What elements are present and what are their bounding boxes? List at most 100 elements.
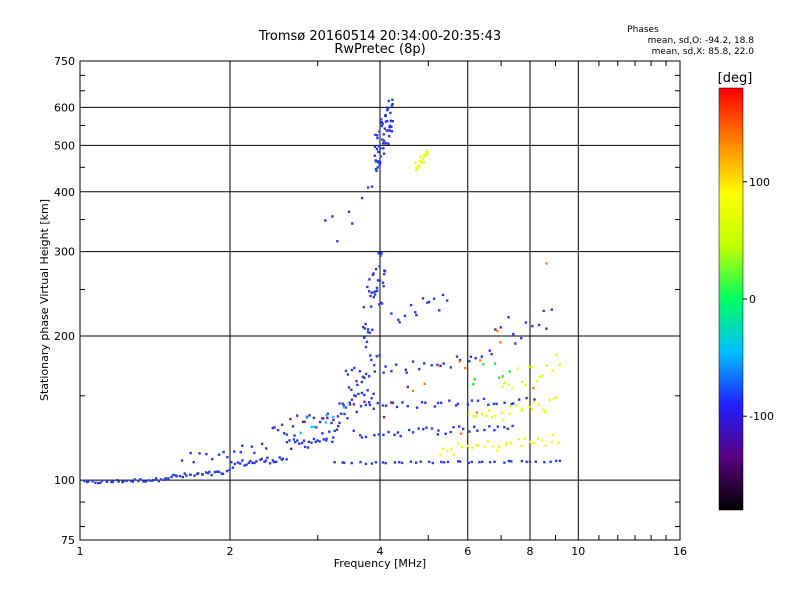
data-point (210, 473, 213, 477)
data-point (330, 421, 333, 425)
data-point (376, 134, 379, 137)
y-tick-label: 75 (61, 534, 75, 547)
data-point (378, 163, 381, 166)
data-point (241, 444, 244, 447)
data-point (390, 369, 393, 373)
data-point (510, 460, 513, 463)
data-point (458, 359, 462, 362)
data-point (305, 416, 309, 420)
data-point (442, 362, 446, 365)
data-point (543, 460, 546, 464)
data-point (387, 129, 391, 132)
data-point (373, 290, 376, 294)
data-point (430, 364, 433, 367)
data-point (418, 367, 421, 371)
data-point (466, 403, 470, 406)
data-point (85, 480, 89, 484)
data-point (524, 383, 527, 387)
data-point (289, 447, 293, 451)
data-point (525, 460, 528, 464)
data-point (486, 440, 490, 443)
data-point (370, 397, 373, 400)
x-tick-label: 1 (77, 545, 84, 558)
data-point (380, 121, 383, 124)
data-point (343, 405, 346, 409)
data-point (83, 479, 86, 483)
data-point (266, 456, 269, 459)
data-point (530, 407, 534, 411)
data-point (381, 142, 385, 145)
data-point (458, 460, 462, 463)
data-point (296, 414, 299, 417)
data-point (426, 301, 429, 304)
data-point (438, 309, 441, 312)
data-point (537, 403, 541, 406)
data-point (388, 124, 392, 127)
data-point (353, 394, 356, 397)
data-point (495, 329, 499, 333)
data-point (253, 461, 256, 465)
data-point (501, 375, 504, 378)
data-point (532, 386, 535, 390)
data-point (358, 370, 362, 373)
data-point (157, 480, 161, 483)
data-point (505, 441, 509, 445)
data-point (292, 438, 296, 441)
data-point (386, 107, 390, 110)
data-point (100, 479, 104, 483)
data-point (233, 450, 236, 453)
data-point (364, 372, 368, 376)
data-point (448, 399, 451, 402)
data-point (501, 385, 504, 388)
data-point (170, 475, 173, 479)
data-point (554, 459, 558, 463)
data-point (481, 412, 484, 416)
data-point (520, 409, 523, 412)
data-point (503, 461, 506, 464)
data-point (391, 98, 394, 102)
data-point (533, 398, 536, 401)
data-point (395, 363, 398, 366)
data-point (265, 447, 268, 450)
data-point (226, 455, 229, 459)
data-point (495, 402, 498, 406)
info-line-o: mean, sd,O: -94.2, 18.8 (648, 36, 755, 46)
data-point (318, 420, 322, 424)
data-point (364, 345, 368, 349)
data-point (424, 153, 427, 156)
data-point (367, 290, 371, 293)
data-point (189, 451, 192, 455)
data-point (368, 278, 371, 281)
data-point (376, 279, 380, 282)
data-point (470, 460, 474, 464)
data-point (288, 439, 291, 442)
y-tick-label: 300 (54, 246, 75, 259)
data-point (241, 459, 244, 462)
data-point (401, 401, 404, 404)
chart-subtitle: RwPretec (8p) (334, 42, 425, 57)
data-point (384, 114, 387, 118)
data-point (372, 272, 375, 275)
data-point (540, 439, 544, 442)
data-point (377, 161, 380, 164)
data-point (452, 453, 455, 456)
data-point (332, 436, 335, 439)
data-point (359, 460, 362, 464)
data-point (558, 363, 562, 366)
data-point (361, 375, 365, 378)
data-point (355, 379, 358, 383)
data-point (378, 265, 381, 268)
y-axis-label: Stationary phase Virtual Height [km] (38, 199, 51, 401)
data-point (508, 412, 512, 416)
data-point (377, 433, 381, 436)
y-tick-label: 600 (54, 101, 75, 114)
data-point (508, 370, 511, 373)
data-point (351, 222, 354, 225)
data-point (341, 461, 344, 464)
data-point (506, 427, 510, 430)
data-point (369, 294, 372, 298)
data-point (507, 316, 510, 319)
data-point (504, 443, 508, 447)
data-point (528, 440, 532, 444)
data-point (521, 380, 524, 383)
